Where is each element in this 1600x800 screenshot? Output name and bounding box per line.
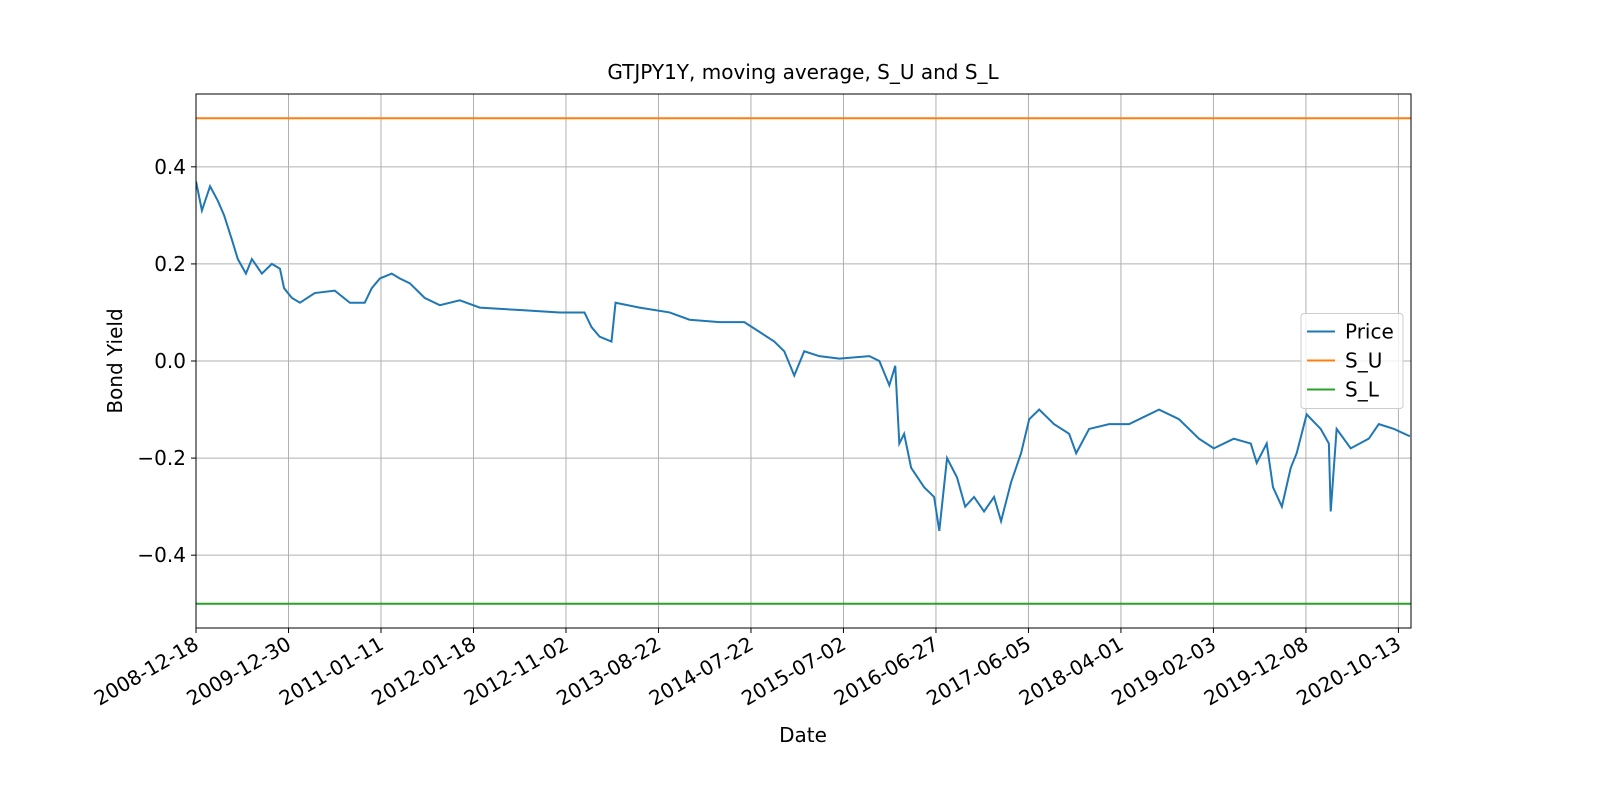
y-axis-label: Bond Yield	[103, 308, 127, 413]
x-tick-label: 2019-12-08	[1200, 632, 1313, 711]
legend-label: Price	[1345, 320, 1394, 344]
y-tick-label: 0.4	[154, 155, 186, 179]
x-axis-label: Date	[779, 723, 827, 747]
x-tick-label: 2008-12-18	[90, 632, 203, 711]
plot-frame	[195, 93, 1412, 629]
y-tick-label: −0.2	[137, 446, 186, 470]
x-tick-label: 2013-08-22	[552, 632, 665, 711]
legend-label: S_U	[1345, 349, 1382, 373]
x-tick-label: 2015-07-02	[737, 632, 850, 711]
y-tick-label: 0.2	[154, 252, 186, 276]
x-tick-label: 2020-10-13	[1292, 632, 1405, 711]
legend-box	[1300, 313, 1404, 409]
x-tick-label: 2017-06-05	[922, 632, 1035, 711]
line-series	[196, 181, 1411, 532]
x-tick-label: 2012-01-18	[367, 632, 480, 711]
x-tick-label: 2019-02-03	[1107, 632, 1220, 711]
x-tick-label: 2014-07-22	[645, 632, 758, 711]
x-tick-label: 2009-12-30	[182, 632, 295, 711]
x-tick-label: 2016-06-27	[830, 632, 943, 711]
x-tick-label: 2011-01-11	[275, 632, 388, 711]
x-tick-label: 2018-04-01	[1015, 632, 1128, 711]
y-tick-label: 0.0	[154, 349, 186, 373]
legend-label: S_L	[1345, 378, 1380, 402]
y-tick-label: −0.4	[137, 543, 186, 567]
x-tick-label: 2012-11-02	[460, 632, 573, 711]
chart-title: GTJPY1Y, moving average, S_U and S_L	[607, 60, 999, 84]
